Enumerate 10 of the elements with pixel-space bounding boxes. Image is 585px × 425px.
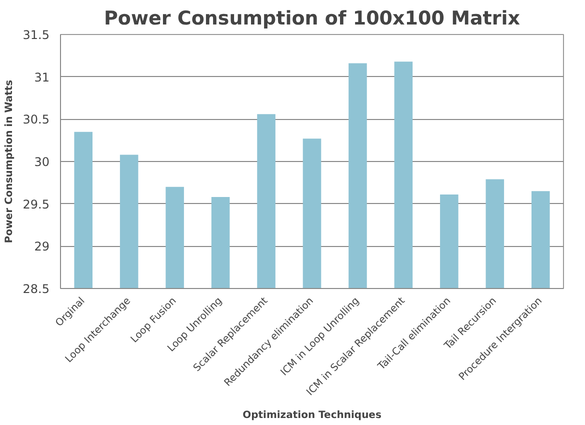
- y-tick-label: 28.5: [22, 282, 50, 296]
- x-axis-title: Optimization Techniques: [242, 410, 382, 421]
- y-tick-label: 30: [34, 155, 50, 169]
- y-tick-label: 29.5: [22, 197, 50, 212]
- y-tick-label: 31: [34, 70, 50, 84]
- y-tick-label: 31.5: [22, 28, 50, 42]
- y-tick-label: 30.5: [22, 112, 50, 127]
- chart-title: Power Consumption of 100x100 Matrix: [104, 8, 520, 30]
- y-tick-label: 29: [34, 240, 50, 254]
- y-axis-title: Power Consumption in Watts: [4, 80, 15, 244]
